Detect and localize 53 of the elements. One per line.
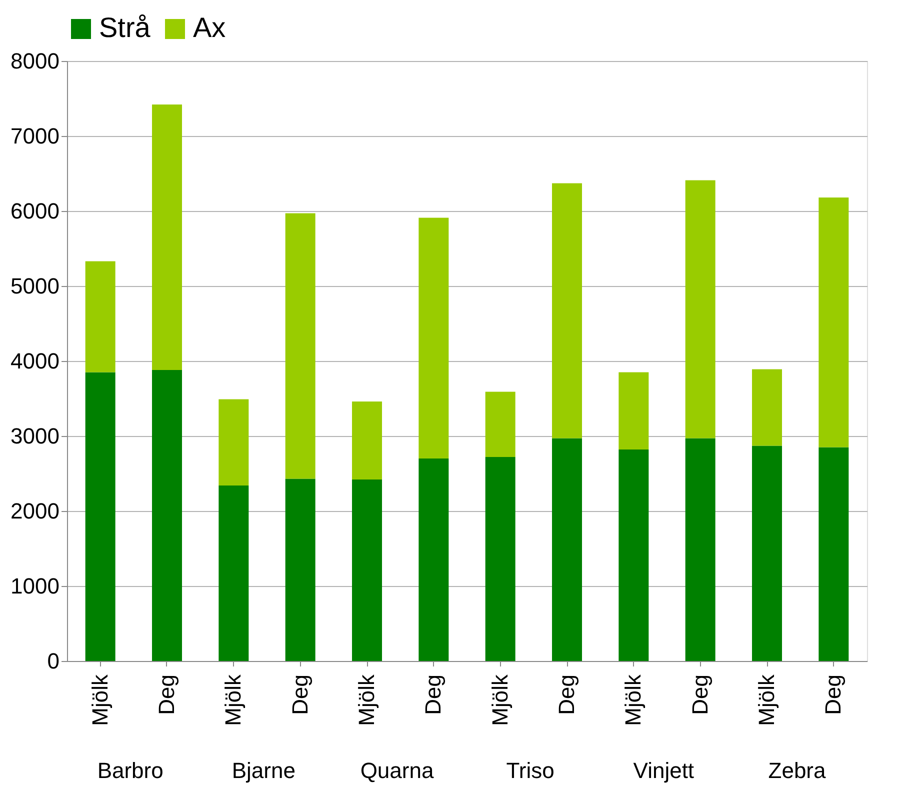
y-tick-label: 0 xyxy=(47,648,60,674)
bar xyxy=(818,447,849,661)
x-tick-label: Mjölk xyxy=(754,674,779,726)
bar xyxy=(552,438,582,661)
bar xyxy=(485,392,516,457)
x-tick-label: Deg xyxy=(287,674,312,715)
x-tick-label: Deg xyxy=(420,674,446,715)
bar xyxy=(818,198,849,448)
bar xyxy=(752,369,782,446)
y-tick-label: 5000 xyxy=(10,274,60,298)
legend-label: Ax xyxy=(193,12,226,43)
bar xyxy=(152,104,182,370)
y-tick-label: 6000 xyxy=(10,198,60,224)
y-tick-label: 3000 xyxy=(10,424,60,448)
text: Triso xyxy=(506,758,554,783)
x-tick-label: Deg xyxy=(820,674,846,715)
text: Vinjett xyxy=(633,758,694,783)
text: Quarna xyxy=(360,758,434,783)
y-tick-label: 4000 xyxy=(10,348,60,374)
bar xyxy=(85,372,116,661)
bar xyxy=(685,180,716,438)
bar xyxy=(618,372,649,450)
x-tick-label: Mjölk xyxy=(354,674,379,726)
text: Bjarne xyxy=(232,758,296,783)
bar xyxy=(218,486,249,661)
x-tick-label: Mjölk xyxy=(87,674,112,726)
bar xyxy=(418,458,449,661)
y-tick-label: 2000 xyxy=(10,498,60,524)
x-tick-label: Deg xyxy=(554,674,579,715)
bar xyxy=(752,446,782,661)
bar xyxy=(618,450,649,661)
x-tick-label: Deg xyxy=(154,674,179,715)
legend-label: Strå xyxy=(99,12,151,43)
y-tick-label: 8000 xyxy=(10,48,60,74)
x-tick-label: Mjölk xyxy=(220,674,246,726)
y-tick-label: 1000 xyxy=(10,574,60,598)
x-tick-label: Mjölk xyxy=(620,674,646,726)
bar xyxy=(352,402,382,480)
text: Barbro xyxy=(97,758,164,783)
bar xyxy=(485,457,516,661)
bar xyxy=(218,399,249,486)
bar xyxy=(152,370,182,661)
bar xyxy=(685,438,716,661)
x-tick-label: Mjölk xyxy=(487,674,512,726)
text: Zebra xyxy=(768,758,826,783)
x-tick-label: Deg xyxy=(687,674,712,715)
bar xyxy=(352,480,382,661)
bar xyxy=(85,261,116,372)
bar xyxy=(552,183,582,438)
bar xyxy=(285,213,316,479)
y-tick-label: 7000 xyxy=(10,124,60,148)
bar xyxy=(285,478,316,661)
bar xyxy=(418,218,449,458)
